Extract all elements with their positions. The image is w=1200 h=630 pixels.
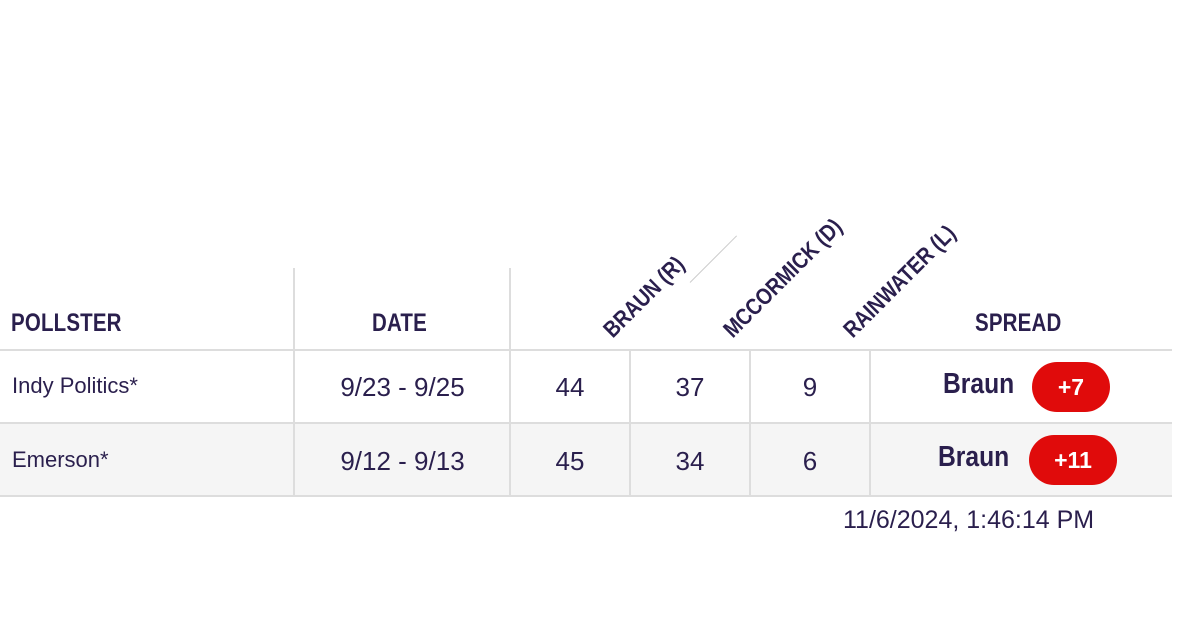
poll-date: 9/23 - 9/25 — [340, 372, 465, 402]
column-divider — [509, 268, 511, 496]
row-divider — [0, 349, 1172, 351]
spread-leader: Braun — [938, 441, 1010, 473]
column-header-date[interactable]: DATE — [372, 309, 427, 337]
column-header-braun[interactable]: BRAUN (R) — [597, 250, 690, 343]
column-divider — [293, 268, 295, 496]
spread-badge: +11 — [1029, 435, 1117, 485]
spread-leader: Braun — [943, 368, 1015, 400]
row-divider — [0, 422, 1172, 424]
table-row-bg — [0, 423, 1172, 496]
pollster-link[interactable]: Emerson* — [12, 447, 109, 472]
mccormick-value: 34 — [675, 446, 705, 476]
rainwater-value: 9 — [802, 372, 818, 402]
table-row-bg — [0, 350, 1172, 423]
column-header-mccormick[interactable]: MCCORMICK (D) — [717, 213, 847, 343]
poll-date: 9/12 - 9/13 — [340, 446, 465, 476]
braun-value: 45 — [555, 446, 585, 476]
column-header-pollster[interactable]: POLLSTER — [11, 309, 122, 337]
braun-value: 44 — [555, 372, 585, 402]
column-header-rainwater[interactable]: RAINWATER (L) — [837, 219, 961, 343]
rainwater-value: 6 — [802, 446, 818, 476]
mccormick-value: 37 — [675, 372, 705, 402]
row-divider — [0, 495, 1172, 497]
pollster-link[interactable]: Indy Politics* — [12, 373, 138, 398]
spread-badge: +7 — [1032, 362, 1110, 412]
column-header-spread[interactable]: SPREAD — [975, 309, 1062, 337]
last-updated-timestamp: 11/6/2024, 1:46:14 PM — [843, 506, 1095, 534]
header-divider — [689, 235, 738, 283]
